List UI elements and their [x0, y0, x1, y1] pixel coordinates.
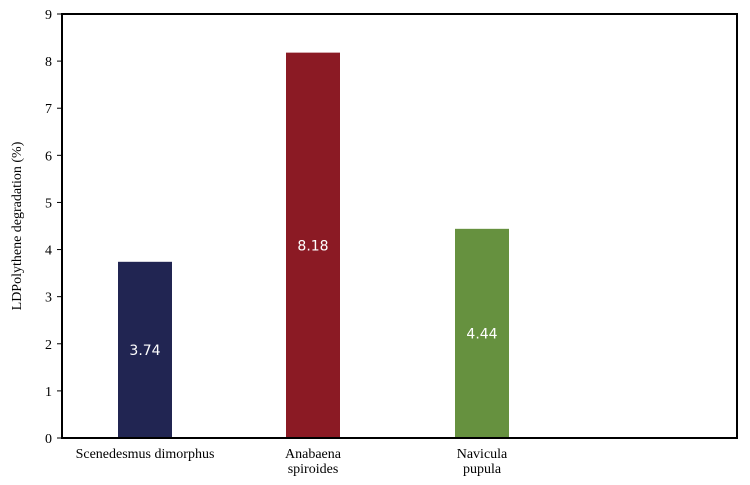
y-tick-label: 1: [45, 385, 52, 400]
x-category-label: spiroides: [288, 462, 339, 477]
y-tick-label: 3: [45, 291, 52, 306]
x-category-label: pupula: [463, 462, 502, 477]
bars-group: [118, 52, 509, 439]
y-tick-label: 7: [45, 102, 52, 117]
y-tick-label: 4: [45, 244, 52, 259]
y-tick-label: 9: [45, 8, 52, 23]
bar: [118, 261, 172, 438]
data-labels-group: 3.74 8.18 4.44: [129, 238, 497, 359]
plot-area-frame: [61, 13, 738, 439]
x-category-label: Scenedesmus dimorphus: [76, 447, 215, 462]
x-category-label: Anabaena: [285, 447, 342, 462]
bar-data-label: 4.44: [466, 326, 497, 342]
bar-data-label: 3.74: [129, 343, 160, 359]
bar: [286, 52, 340, 439]
y-tick-label: 2: [45, 338, 52, 353]
y-tick-label: 6: [45, 149, 52, 164]
y-tick-label: 0: [45, 432, 52, 447]
x-category-label: Navicula: [457, 447, 508, 462]
bar: [455, 228, 509, 438]
y-axis-title: LDPolythene degradation (%): [10, 141, 25, 310]
y-tick-label: 5: [45, 196, 52, 211]
bar-data-label: 8.18: [297, 238, 328, 254]
y-axis-ticks: 0 1 2 3 4 5 6 7 8 9: [45, 8, 62, 447]
y-tick-label: 8: [45, 55, 52, 70]
